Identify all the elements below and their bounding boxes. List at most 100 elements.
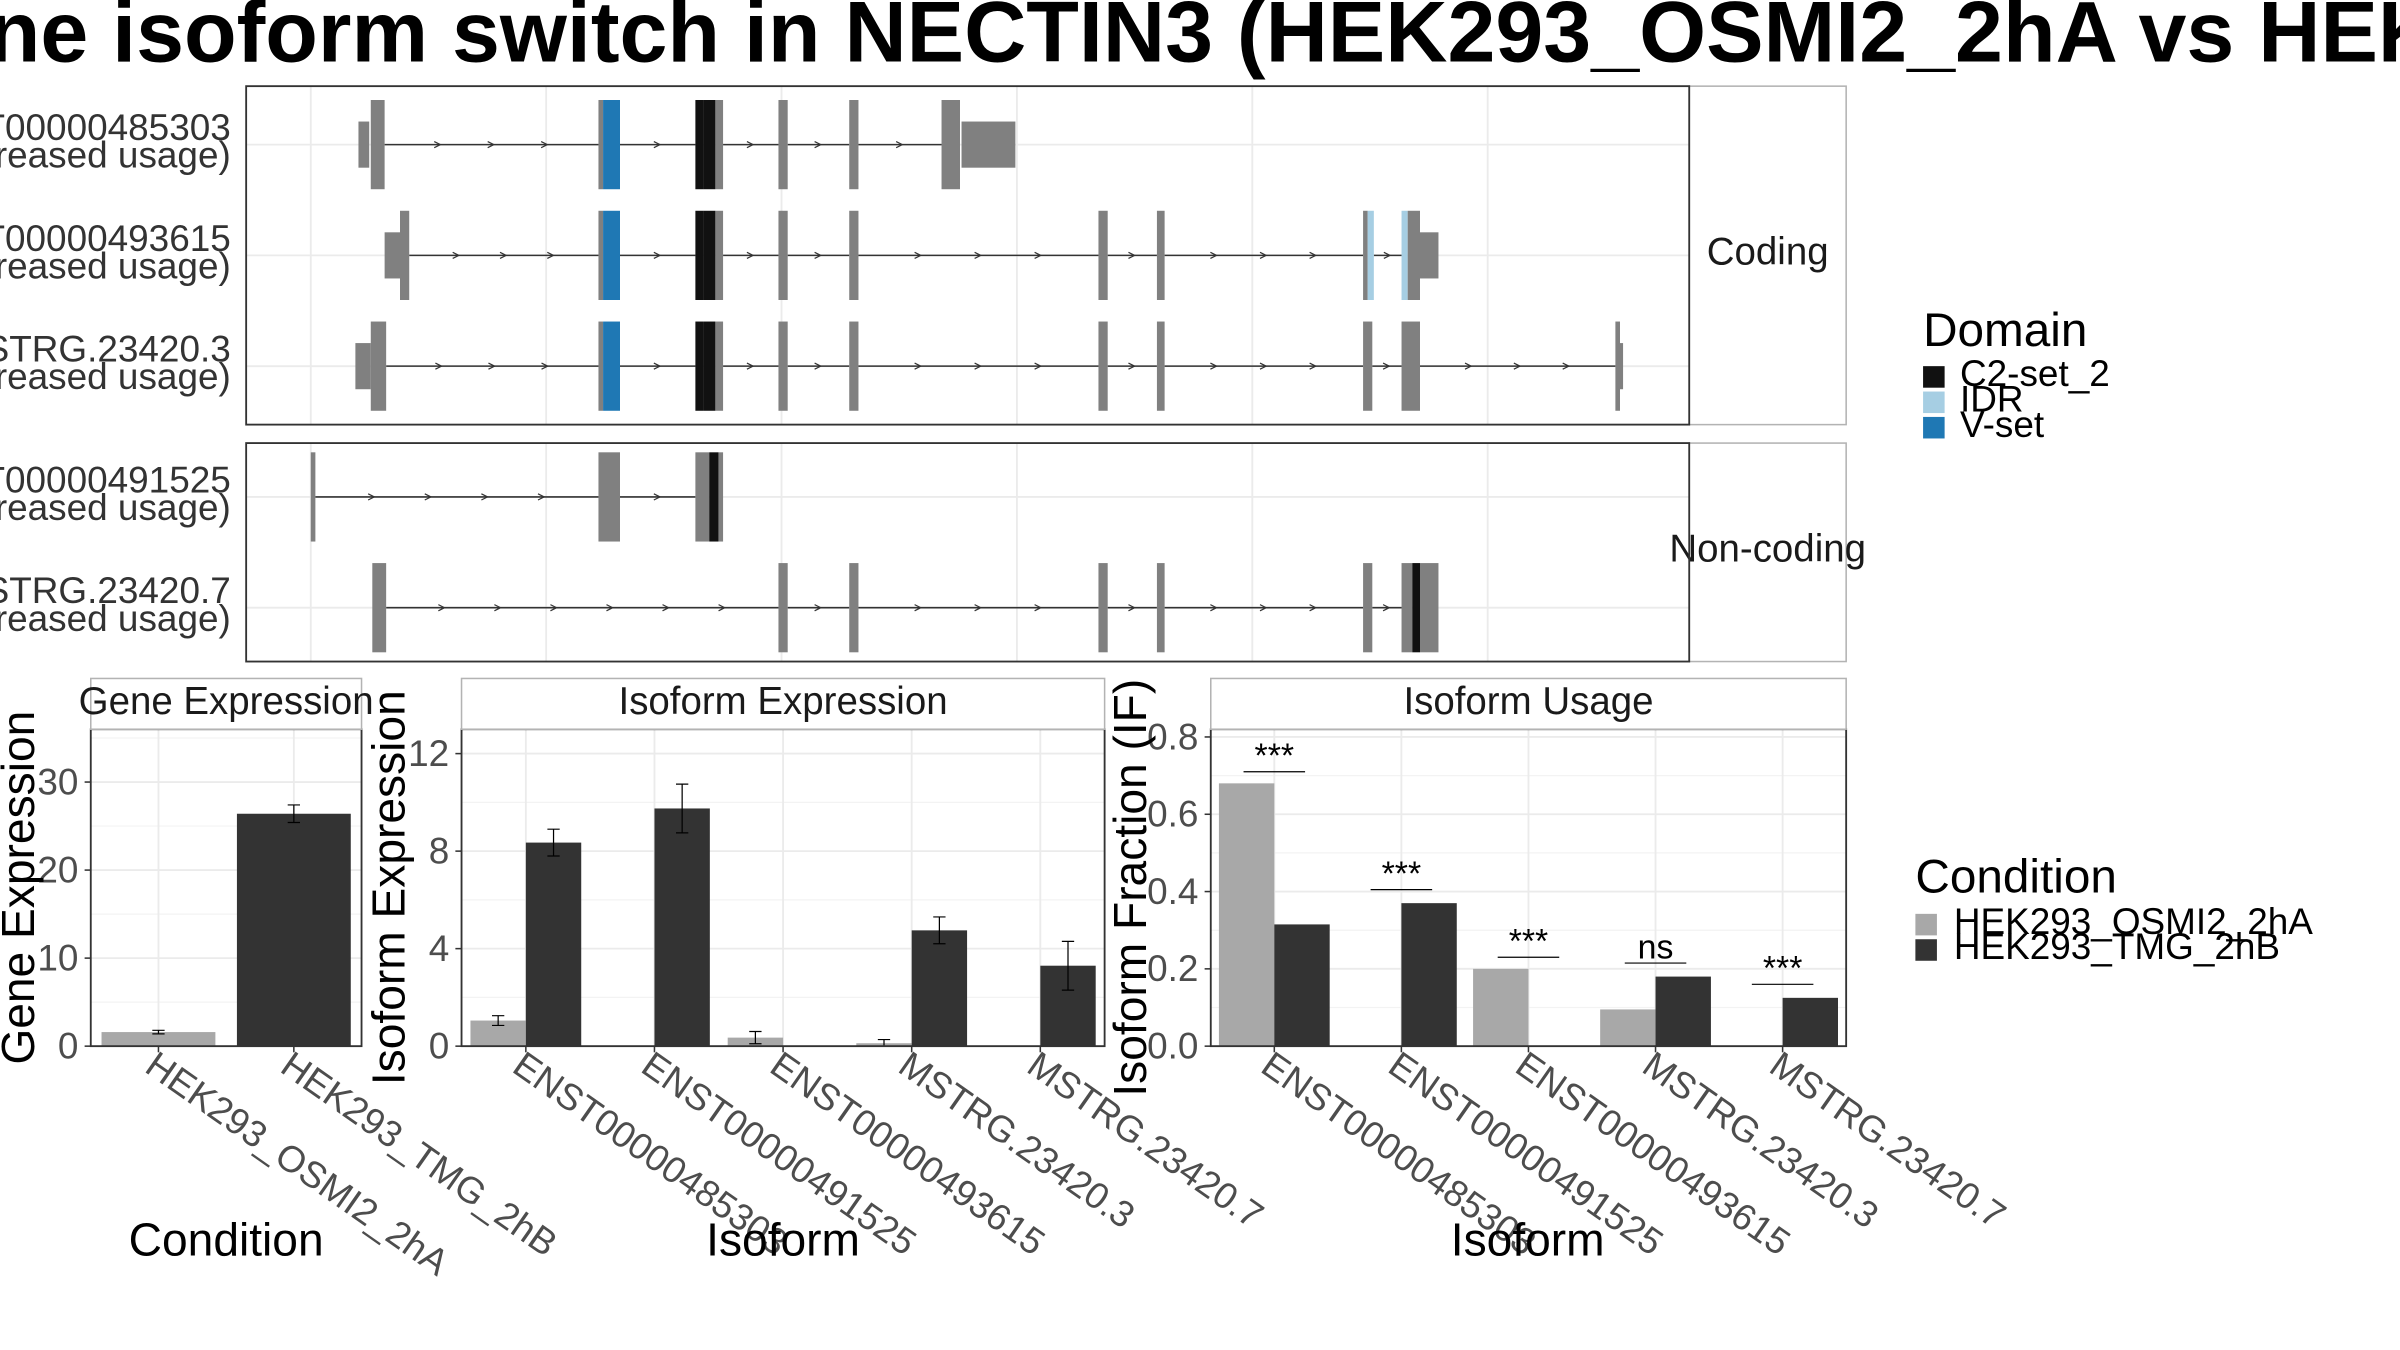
cds-exon bbox=[778, 321, 788, 411]
cds-exon bbox=[400, 210, 410, 300]
cds-exon bbox=[941, 100, 960, 190]
error-bar bbox=[547, 828, 560, 857]
x-axis-title: Isoform bbox=[1451, 1213, 1605, 1265]
y-axis-title: Isoform Fraction (IF) bbox=[1104, 679, 1156, 1097]
cds-exon bbox=[778, 210, 788, 300]
domain-exon-c2-set_2 bbox=[703, 321, 716, 411]
utr-exon bbox=[358, 121, 370, 168]
cds-exon bbox=[715, 100, 724, 190]
x-axis-title: Isoform bbox=[706, 1213, 860, 1265]
cds-exon bbox=[849, 100, 859, 190]
intron-direction-arrow bbox=[424, 493, 433, 501]
cds-exon bbox=[1407, 210, 1420, 300]
cds-exon bbox=[1615, 321, 1620, 411]
cds-exon bbox=[598, 210, 604, 300]
intron-direction-arrow bbox=[541, 362, 550, 370]
domain-exon-c2-set_2 bbox=[709, 452, 719, 542]
intron-direction-arrow bbox=[814, 362, 823, 370]
data-bar bbox=[1473, 968, 1529, 1047]
cds-exon bbox=[310, 452, 316, 542]
intron-direction-arrow bbox=[1128, 604, 1136, 612]
intron-direction-arrow bbox=[438, 604, 446, 612]
transcript-id-label: ENST00000493615 bbox=[0, 218, 231, 259]
cds-exon bbox=[1156, 563, 1165, 653]
intron-direction-arrow bbox=[1128, 362, 1136, 370]
intron-direction-arrow bbox=[547, 251, 555, 260]
intron-direction-arrow bbox=[1562, 362, 1571, 370]
domain-legend-swatch bbox=[1923, 366, 1945, 388]
transcript-row: MSTRG.23420.7(Increased usage) bbox=[0, 563, 1439, 653]
transcript-usage-label: (Increased usage) bbox=[0, 487, 231, 528]
data-bar bbox=[1655, 976, 1711, 1047]
transcript-id-label: MSTRG.23420.7 bbox=[0, 570, 231, 611]
intron-direction-arrow bbox=[653, 140, 662, 149]
intron-direction-arrow bbox=[1382, 604, 1391, 612]
domain-exon-idr bbox=[1401, 210, 1408, 300]
transcript-usage-label: (Decreased usage) bbox=[0, 245, 231, 286]
intron-direction-arrow bbox=[746, 362, 755, 370]
intron-direction-arrow bbox=[494, 604, 502, 612]
utr-exon bbox=[1420, 232, 1439, 279]
intron-direction-arrow bbox=[974, 362, 983, 370]
intron-direction-arrow bbox=[1464, 362, 1473, 370]
intron-direction-arrow bbox=[487, 140, 496, 149]
y-tick-label: 0 bbox=[429, 1025, 450, 1066]
cds-exon bbox=[1098, 210, 1108, 300]
transcript-row: ENST00000491525(Increased usage) bbox=[0, 452, 724, 542]
error-bar bbox=[287, 804, 300, 824]
bar-chart-isoform-usage: 0.0 0.2 0.4 0.6 0.8 *** *** *** ns *** Isoform Usa… bbox=[1104, 677, 2013, 1265]
cds-exon bbox=[718, 452, 724, 542]
intron-direction-arrow bbox=[540, 140, 549, 149]
intron-direction-arrow bbox=[914, 604, 923, 612]
domain-exon-c2-set_2 bbox=[1412, 563, 1420, 653]
cds-exon bbox=[715, 321, 724, 411]
y-tick-label: 20 bbox=[37, 849, 78, 890]
intron-direction-arrow bbox=[537, 493, 546, 501]
cds-exon bbox=[1401, 321, 1420, 411]
cds-exon bbox=[1098, 321, 1108, 411]
transcript-usage-label: (Increased usage) bbox=[0, 356, 231, 397]
transcript-structure-panel: Coding ENST00000485303(Decreased usage) EN… bbox=[0, 85, 1866, 663]
y-axis-title: Gene Expression bbox=[0, 711, 44, 1065]
transcript-row: ENST00000485303(Decreased usage) bbox=[0, 100, 1016, 190]
domain-legend-label: IDR bbox=[1960, 379, 2024, 420]
cds-exon bbox=[715, 210, 724, 300]
y-tick-label: 10 bbox=[37, 937, 78, 978]
chart-title-strip bbox=[1210, 677, 1847, 731]
domain-legend-swatch bbox=[1923, 416, 1945, 439]
data-bar bbox=[1782, 997, 1838, 1047]
intron-direction-arrow bbox=[746, 251, 755, 260]
intron-direction-arrow bbox=[1210, 604, 1218, 612]
error-bar bbox=[492, 1015, 505, 1027]
cds-exon bbox=[1363, 563, 1373, 653]
structure-strip bbox=[1688, 85, 1847, 426]
intron-direction-arrow bbox=[1513, 362, 1522, 370]
intron-direction-arrow bbox=[1259, 362, 1268, 370]
intron-direction-arrow bbox=[1309, 604, 1318, 612]
data-bar bbox=[1274, 924, 1330, 1047]
data-bar bbox=[1600, 1009, 1656, 1047]
cds-exon bbox=[849, 210, 859, 300]
condition-legend-swatch bbox=[1915, 939, 1937, 961]
y-tick-label: 0 bbox=[58, 1025, 79, 1066]
x-tick-label: MSTRG.23420.7 bbox=[1763, 1044, 2013, 1236]
strip-label-coding: Coding bbox=[1707, 231, 1829, 274]
transcript-usage-label: (Increased usage) bbox=[0, 598, 231, 639]
y-tick-label: 0.2 bbox=[1147, 948, 1198, 989]
intron-direction-arrow bbox=[550, 604, 558, 612]
data-bar bbox=[525, 842, 582, 1047]
intron-direction-arrow bbox=[814, 251, 823, 260]
intron-direction-arrow bbox=[653, 493, 662, 501]
data-bar bbox=[101, 1032, 216, 1047]
cds-exon bbox=[372, 563, 387, 653]
domain-exon-c2-set_2 bbox=[703, 100, 716, 190]
intron-direction-arrow bbox=[488, 362, 496, 370]
chart-title-strip bbox=[90, 677, 363, 731]
condition-legend-label: HEK293_TMG_2hB bbox=[1954, 926, 2280, 967]
strip-label-non-coding: Non-coding bbox=[1669, 528, 1866, 571]
intron-direction-arrow bbox=[1259, 251, 1268, 260]
domain-legend-swatch bbox=[1923, 391, 1945, 414]
intron-direction-arrow bbox=[914, 362, 923, 370]
